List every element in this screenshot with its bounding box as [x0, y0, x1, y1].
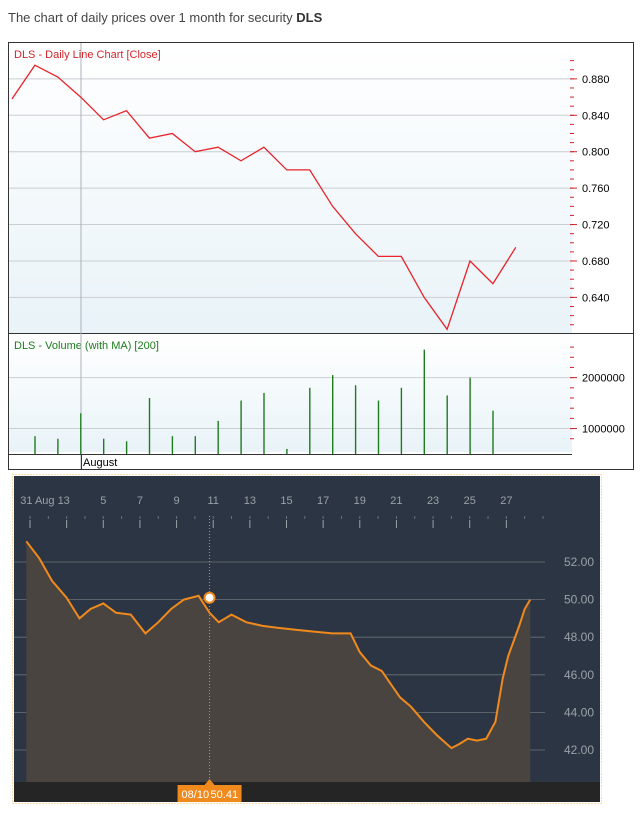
date-tick-label: 5 — [100, 495, 106, 507]
price-line — [11, 64, 517, 331]
date-tick-label: 19 — [354, 495, 366, 507]
month-label: August — [83, 457, 117, 469]
price-tick-label: 0.680 — [582, 256, 610, 268]
price-area — [26, 541, 531, 782]
date-tick-label: 17 — [317, 495, 329, 507]
date-tick-label: 15 — [280, 495, 292, 507]
price-tick-label: 0.760 — [582, 183, 610, 195]
value-tick-label: 46.00 — [564, 668, 594, 682]
volume-tick-label: 1000000 — [582, 424, 625, 436]
price-grid — [9, 78, 571, 298]
value-tick-label: 44.00 — [564, 705, 594, 719]
price-axis: 0.880 0.840 0.800 0.760 0.720 0.680 0.640 — [570, 60, 610, 326]
tooltip-pointer — [204, 779, 215, 785]
volume-panel — [9, 334, 572, 452]
value-axis: 52.00 50.00 48.00 46.00 44.00 42.00 — [564, 555, 594, 757]
price-line — [25, 540, 532, 750]
date-tick-label: 11 — [208, 495, 219, 507]
price-tick-label: 0.640 — [582, 292, 610, 304]
volume-tick-label: 2000000 — [582, 373, 625, 385]
volume-axis: 2000000 1000000 — [570, 346, 625, 440]
date-tick-label: 9 — [174, 495, 180, 507]
tooltip-date: 08/10 — [182, 789, 210, 801]
price-tick-label: 0.880 — [582, 74, 610, 86]
hover-tooltip: 08/10 50.41 — [177, 779, 242, 802]
price-tick-label: 0.800 — [582, 147, 610, 159]
chart-selection-border — [12, 474, 602, 804]
date-tick-label: 21 — [390, 495, 402, 507]
date-tick-label: 25 — [464, 495, 476, 507]
value-tick-label: 48.00 — [564, 630, 594, 644]
price-tick-label: 0.720 — [582, 220, 610, 232]
tooltip-value: 50.41 — [211, 789, 239, 801]
value-tick-label: 50.00 — [564, 593, 594, 607]
price-tick-label: 0.840 — [582, 110, 610, 122]
tooltip-box — [177, 785, 242, 802]
value-tick-label: 52.00 — [564, 555, 594, 569]
date-tick-label: 23 — [427, 495, 439, 507]
date-axis: 31 Aug 1 3 5 7 9 11 13 15 17 19 21 23 25 27 — [20, 495, 544, 528]
date-tick-label: 3 — [64, 495, 70, 507]
price-chart-title: DLS - Daily Line Chart [Close] — [14, 49, 161, 61]
value-tick-label: 42.00 — [564, 743, 594, 757]
chart-caption: The chart of daily prices over 1 month f… — [8, 10, 322, 25]
timeline-bar — [14, 782, 600, 802]
date-tick-label: 31 Aug 1 — [20, 495, 63, 507]
hover-point[interactable] — [203, 591, 216, 604]
date-tick-label: 13 — [244, 495, 256, 507]
interactive-price-chart[interactable]: 31 Aug 1 3 5 7 9 11 13 15 17 19 21 23 25 27 52.00 50.0… — [12, 474, 602, 804]
volume-bars — [34, 349, 494, 454]
caption-text: The chart of daily prices over 1 month f… — [8, 10, 297, 25]
price-volume-chart: DLS - Daily Line Chart [Close] DLS - Vol… — [8, 42, 634, 470]
volume-chart-title: DLS - Volume (with MA) [200] — [14, 340, 159, 352]
date-tick-label: 27 — [500, 495, 512, 507]
volume-grid — [9, 377, 571, 430]
security-symbol: DLS — [296, 10, 323, 25]
date-tick-label: 7 — [137, 495, 143, 507]
